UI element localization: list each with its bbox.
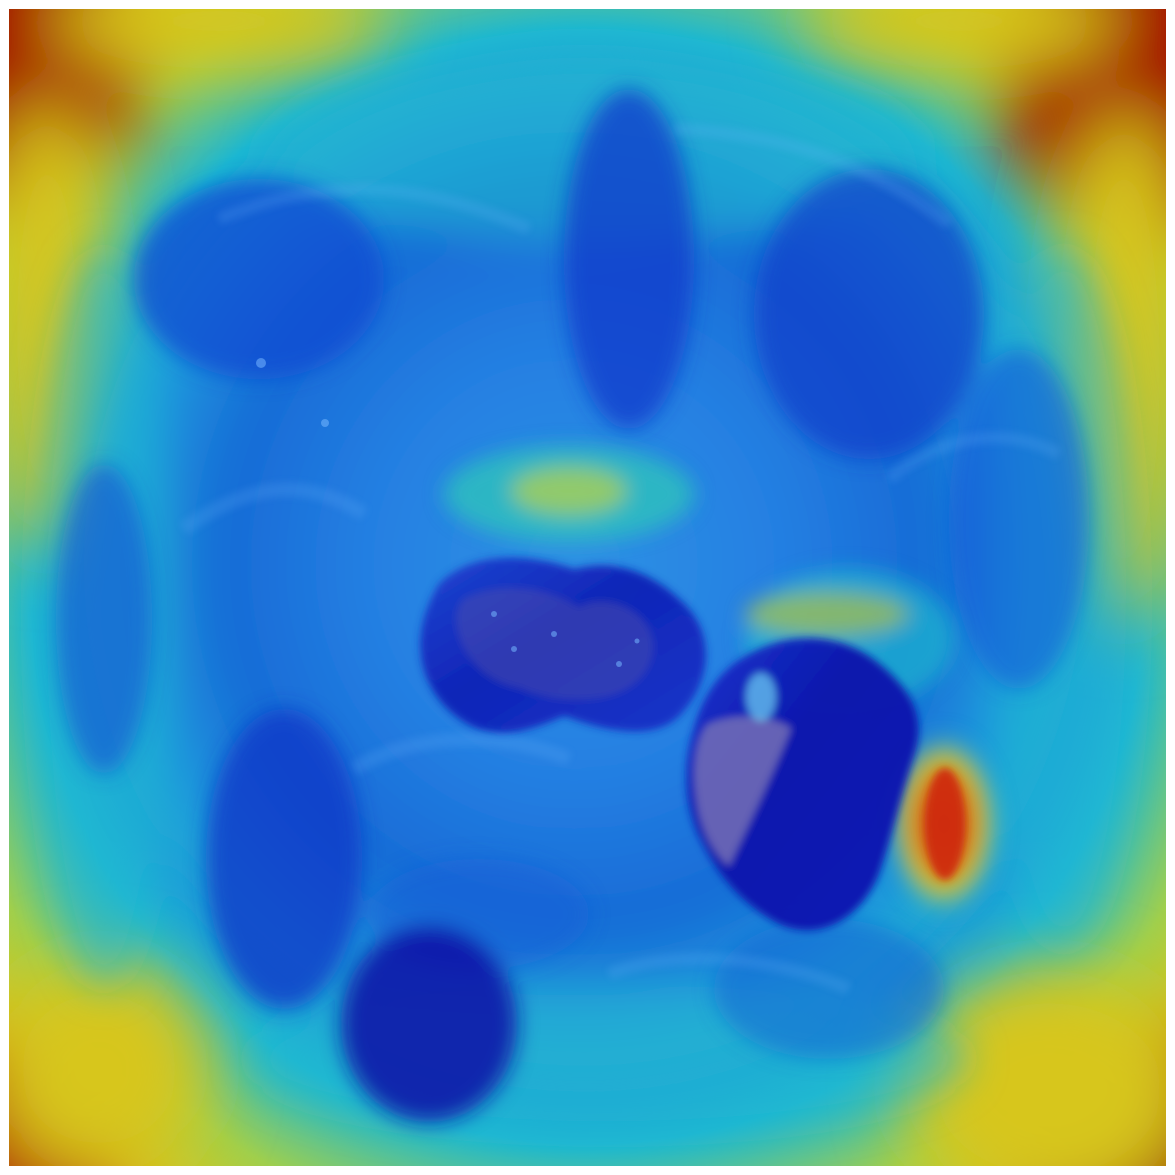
speckle-1 (256, 358, 266, 368)
central-yellow-core (511, 467, 627, 515)
central-lesion-highlight (456, 587, 653, 700)
bottom-right-yellow-edge (904, 969, 1166, 1166)
top-yellow-edge-right (799, 9, 1119, 69)
texture-stroke-6 (606, 952, 852, 995)
bottom-center-blue-region (341, 926, 517, 1122)
bottom-left-yellow-edge (9, 959, 209, 1166)
right-lesion-purple-patch (694, 716, 791, 866)
speckle-7 (634, 638, 640, 644)
brain-scan-heatmap (9, 9, 1166, 1166)
upper-center-blue-region (564, 89, 694, 429)
texture-stroke-3 (179, 482, 368, 535)
upper-left-blue-region (134, 179, 384, 379)
upper-right-blue-region (754, 169, 984, 459)
texture-stroke-1 (216, 183, 532, 235)
top-yellow-edge-left (49, 9, 389, 69)
right-mid-blue-region (949, 349, 1089, 689)
speckle-5 (551, 631, 557, 637)
lower-right-blue-region (714, 919, 944, 1059)
speckle-4 (511, 646, 517, 652)
right-dark-lesion (686, 638, 919, 931)
texture-stroke-5 (885, 431, 1062, 484)
left-mid-blue-region (56, 464, 152, 774)
speckle-6 (616, 661, 622, 667)
texture-stroke-2 (673, 123, 953, 229)
texture-stroke-4 (350, 732, 572, 775)
right-yellow-band (745, 592, 909, 636)
speckle-3 (491, 611, 497, 617)
lower-left-blue-region (206, 709, 362, 1009)
speckle-2 (321, 419, 329, 427)
right-red-hotspot-core (925, 768, 965, 880)
heatmap-image-frame (9, 9, 1166, 1166)
right-lesion-top-cyan-glow (746, 673, 776, 721)
